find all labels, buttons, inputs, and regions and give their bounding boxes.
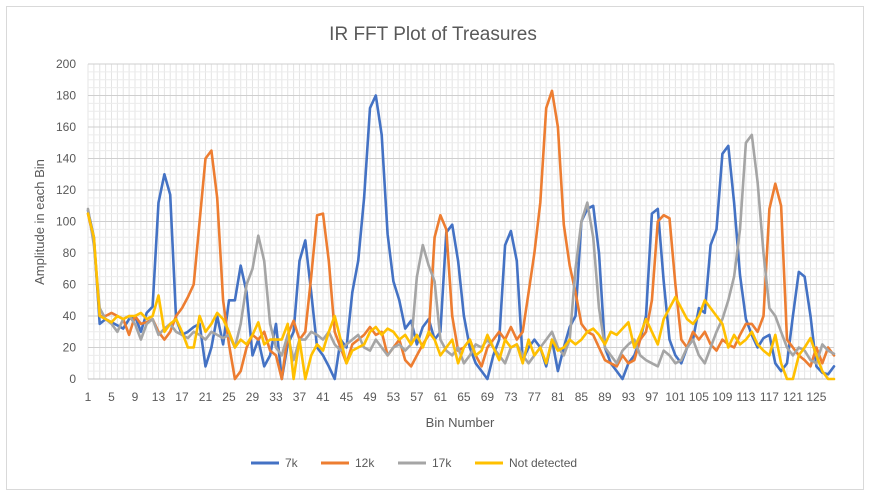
x-tick-label: 77 (528, 390, 542, 404)
x-tick-label: 25 (222, 390, 236, 404)
y-tick-label: 200 (56, 57, 76, 71)
legend: 7k 12k 17k Not detected (251, 456, 577, 470)
x-tick-label: 105 (689, 390, 709, 404)
x-tick-label: 37 (293, 390, 307, 404)
y-tick-label: 80 (63, 246, 77, 260)
x-tick-label: 125 (806, 390, 826, 404)
x-tick-label: 101 (665, 390, 685, 404)
x-tick-label: 21 (199, 390, 213, 404)
y-axis-ticks: 0 20 40 60 80 100 120 140 160 180 200 (56, 57, 76, 386)
x-tick-label: 9 (132, 390, 139, 404)
x-tick-label: 49 (363, 390, 377, 404)
x-tick-label: 29 (246, 390, 260, 404)
series-line-not-detected (86, 212, 836, 381)
x-axis-label: Bin Number (426, 415, 495, 430)
x-tick-label: 61 (434, 390, 448, 404)
x-tick-label: 85 (575, 390, 589, 404)
x-tick-label: 93 (622, 390, 636, 404)
y-tick-label: 180 (56, 89, 76, 103)
y-axis-label: Amplitude in each Bin (32, 159, 47, 285)
y-tick-label: 100 (56, 215, 76, 229)
y-tick-label: 20 (63, 341, 77, 355)
x-tick-label: 5 (108, 390, 115, 404)
x-tick-label: 13 (152, 390, 166, 404)
y-tick-label: 120 (56, 183, 76, 197)
x-tick-label: 53 (387, 390, 401, 404)
legend-label-not-detected: Not detected (509, 456, 577, 470)
x-tick-label: 89 (598, 390, 612, 404)
y-tick-label: 0 (69, 372, 76, 386)
series-lines (86, 89, 836, 381)
chart-title: IR FFT Plot of Treasures (329, 24, 537, 45)
x-tick-label: 57 (410, 390, 424, 404)
x-tick-label: 113 (736, 390, 755, 404)
y-tick-label: 160 (56, 120, 76, 134)
x-tick-label: 65 (457, 390, 471, 404)
x-tick-label: 73 (504, 390, 518, 404)
series-line-7k (86, 94, 836, 381)
x-tick-label: 1 (85, 390, 92, 404)
x-tick-label: 17 (175, 390, 189, 404)
x-tick-label: 81 (551, 390, 565, 404)
legend-label-17k: 17k (432, 456, 452, 470)
x-tick-label: 41 (316, 390, 330, 404)
x-tick-label: 69 (481, 390, 495, 404)
x-tick-label: 109 (712, 390, 732, 404)
x-tick-label: 97 (645, 390, 659, 404)
legend-label-12k: 12k (355, 456, 375, 470)
x-tick-label: 121 (783, 390, 803, 404)
y-tick-label: 40 (63, 309, 77, 323)
y-tick-label: 60 (63, 278, 77, 292)
x-tick-label: 117 (760, 390, 779, 404)
x-axis-ticks: 1 5 9 13 17 21 25 29 33 37 41 45 49 53 57 61 65 69 73 77 81 8… (85, 390, 827, 404)
legend-label-7k: 7k (285, 456, 299, 470)
y-tick-label: 140 (56, 152, 76, 166)
x-tick-label: 33 (269, 390, 283, 404)
series-line-12k (86, 89, 836, 381)
x-tick-label: 45 (340, 390, 354, 404)
